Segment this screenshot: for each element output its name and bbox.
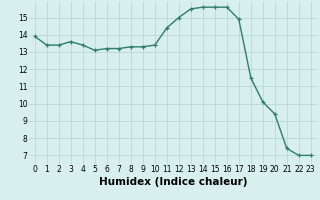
X-axis label: Humidex (Indice chaleur): Humidex (Indice chaleur) bbox=[99, 177, 247, 187]
